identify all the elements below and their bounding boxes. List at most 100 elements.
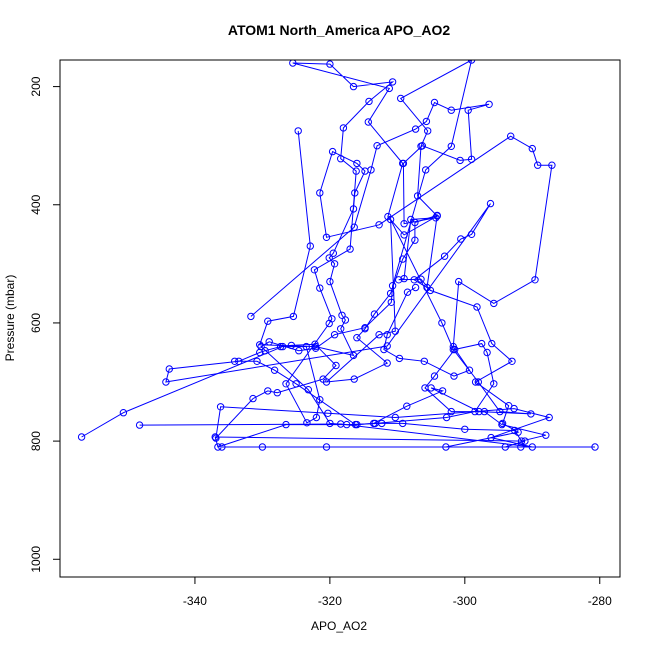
x-tick-label: -300 xyxy=(453,594,477,608)
series-3 xyxy=(247,98,522,451)
data-point xyxy=(324,409,332,417)
data-point xyxy=(411,236,419,244)
data-point xyxy=(349,82,358,91)
series-line xyxy=(81,60,595,448)
data-point xyxy=(256,348,264,357)
data-point xyxy=(294,127,302,135)
data-point xyxy=(514,428,522,436)
data-point xyxy=(432,214,440,222)
data-point xyxy=(351,420,360,429)
data-point xyxy=(322,233,331,242)
data-point xyxy=(365,97,373,106)
data-point xyxy=(438,387,447,395)
y-axis-label: Pressure (mbar) xyxy=(3,275,17,362)
x-tick-label: -280 xyxy=(588,594,612,608)
series-4 xyxy=(256,127,556,380)
data-point xyxy=(350,375,358,383)
y-axis: 200 400 600 800 1000 xyxy=(29,76,60,573)
data-point xyxy=(312,342,320,351)
data-point xyxy=(447,142,455,151)
data-point xyxy=(422,117,431,126)
data-point xyxy=(289,312,298,321)
data-point xyxy=(488,339,496,348)
data-point xyxy=(399,159,408,168)
data-point xyxy=(310,266,319,274)
data-point xyxy=(212,434,220,442)
data-point xyxy=(361,167,369,175)
x-axis-label: APO_AO2 xyxy=(311,619,367,633)
data-point xyxy=(370,419,378,428)
data-point xyxy=(485,100,493,109)
data-point xyxy=(450,372,458,380)
data-point xyxy=(426,286,435,295)
data-point xyxy=(442,413,451,422)
plot-frame xyxy=(59,59,621,578)
data-point xyxy=(337,325,345,333)
data-point xyxy=(352,167,360,175)
data-point xyxy=(235,357,243,365)
data-point xyxy=(483,348,491,357)
data-point xyxy=(420,357,428,365)
data-point xyxy=(328,147,337,156)
data-point xyxy=(545,413,553,422)
data-point xyxy=(247,312,255,321)
data-point xyxy=(165,365,174,373)
data-point xyxy=(380,345,388,354)
data-point xyxy=(498,419,507,428)
data-point xyxy=(119,409,128,417)
data-point xyxy=(258,443,267,451)
data-point xyxy=(375,221,383,229)
data-point xyxy=(455,277,463,286)
data-point xyxy=(282,380,290,388)
data-point xyxy=(330,331,339,339)
data-point xyxy=(411,283,420,292)
data-point xyxy=(289,60,297,67)
series-1 xyxy=(77,60,599,451)
data-point xyxy=(339,124,348,132)
data-point xyxy=(328,315,336,323)
chart-title: ATOM1 North_America APO_AO2 xyxy=(228,22,450,38)
data-point xyxy=(422,166,430,174)
data-point xyxy=(531,276,539,284)
data-point xyxy=(273,389,281,397)
data-point xyxy=(411,125,420,133)
data-point xyxy=(385,84,393,93)
y-tick-label: 1000 xyxy=(29,546,43,573)
data-point xyxy=(490,299,498,308)
data-point xyxy=(391,413,399,422)
data-point xyxy=(403,402,411,410)
data-point xyxy=(507,132,515,140)
data-point xyxy=(521,437,529,445)
data-point xyxy=(353,334,361,342)
data-point xyxy=(256,341,264,349)
data-point xyxy=(400,274,408,283)
data-point xyxy=(383,331,391,339)
y-tick-label: 200 xyxy=(29,76,43,96)
data-point xyxy=(303,419,311,427)
data-point xyxy=(253,357,261,365)
data-point xyxy=(292,380,300,388)
data-point xyxy=(505,402,513,410)
data-point xyxy=(373,142,381,150)
data-point xyxy=(383,359,391,367)
data-point xyxy=(542,431,550,439)
data-point xyxy=(591,443,599,451)
data-point xyxy=(264,387,272,395)
data-point xyxy=(395,276,403,284)
data-point xyxy=(534,161,542,169)
data-point xyxy=(211,433,219,441)
data-point xyxy=(162,378,170,386)
data-point xyxy=(403,288,412,296)
data-point xyxy=(486,199,495,208)
data-point xyxy=(312,413,321,422)
x-tick-label: -320 xyxy=(318,594,342,608)
data-point xyxy=(322,378,331,386)
data-point xyxy=(490,380,498,388)
data-point xyxy=(456,156,464,165)
data-point xyxy=(424,127,432,135)
data-point xyxy=(418,142,426,150)
data-point xyxy=(417,275,425,283)
data-point xyxy=(391,327,399,335)
data-point xyxy=(395,354,404,363)
series-line xyxy=(139,203,551,448)
